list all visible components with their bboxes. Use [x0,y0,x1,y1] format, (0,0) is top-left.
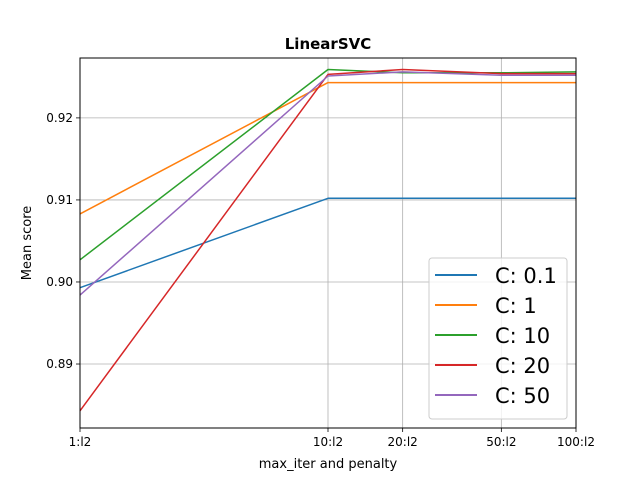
legend-label: C: 1 [495,294,537,318]
series-line-2 [79,68,577,261]
x-tick-label: 10:l2 [313,435,343,449]
x-axis-ticks: 1:l2 10:l2 20:l2 50:l2 100:l2 [69,428,595,449]
series-line-4 [79,71,576,296]
legend: C: 0.1 C: 1 C: 10 C: 20 C: 50 [428,257,568,420]
y-tick-label: 0.89 [46,357,73,371]
y-axis-ticks: 0.89 0.90 0.91 0.92 [46,111,80,371]
series-line-3 [79,68,576,412]
y-tick-label: 0.92 [46,111,73,125]
y-tick-label: 0.90 [46,275,73,289]
x-tick-label: 1:l2 [69,435,92,449]
legend-box [428,257,568,420]
x-axis-label: max_iter and penalty [259,457,398,472]
x-tick-label: 100:l2 [557,435,595,449]
chart-title: LinearSVC [285,35,372,53]
series-lines [79,68,577,412]
y-tick-label: 0.91 [46,193,73,207]
legend-label: C: 0.1 [495,264,557,288]
legend-label: C: 50 [495,384,550,408]
y-axis-label: Mean score [20,206,35,280]
legend-label: C: 10 [495,324,550,348]
x-tick-label: 50:l2 [486,435,516,449]
x-tick-label: 20:l2 [388,435,418,449]
series-line-1 [79,81,576,215]
legend-label: C: 20 [495,354,550,378]
series-line-0 [79,197,576,289]
